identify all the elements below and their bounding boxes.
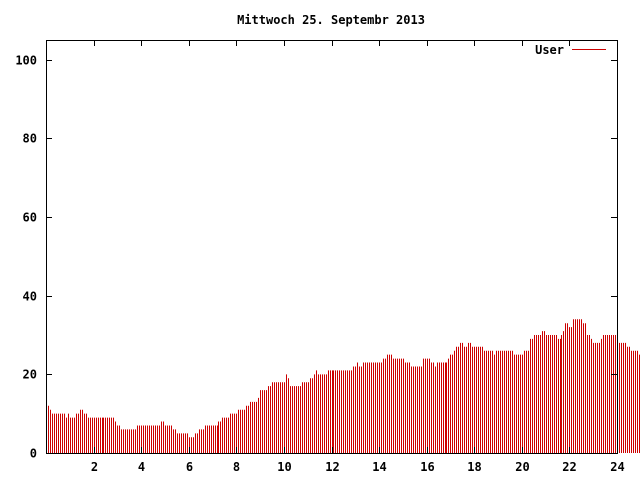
y-tick-label: 100 [15,54,37,68]
y-tick-label: 0 [30,447,37,461]
x-tick-label: 14 [372,460,386,474]
x-tick-label: 10 [277,460,291,474]
chart-title: Mittwoch 25. Septembr 2013 [237,13,425,27]
x-tick-label: 20 [515,460,529,474]
y-tick-label: 60 [23,211,37,225]
x-tick-label: 18 [467,460,481,474]
x-tick-label: 22 [562,460,576,474]
y-tick-label: 40 [23,290,37,304]
bar-series [46,319,640,453]
x-tick-label: 24 [610,460,624,474]
x-tick-label: 16 [420,460,434,474]
y-tick-label: 80 [23,132,37,146]
legend-label: User [535,43,564,57]
x-tick-label: 6 [186,460,193,474]
y-tick-label: 20 [23,368,37,382]
legend: User [535,43,606,57]
x-tick-label: 4 [138,460,145,474]
x-tick-label: 8 [233,460,240,474]
x-tick-label: 12 [325,460,339,474]
x-tick-label: 2 [91,460,98,474]
